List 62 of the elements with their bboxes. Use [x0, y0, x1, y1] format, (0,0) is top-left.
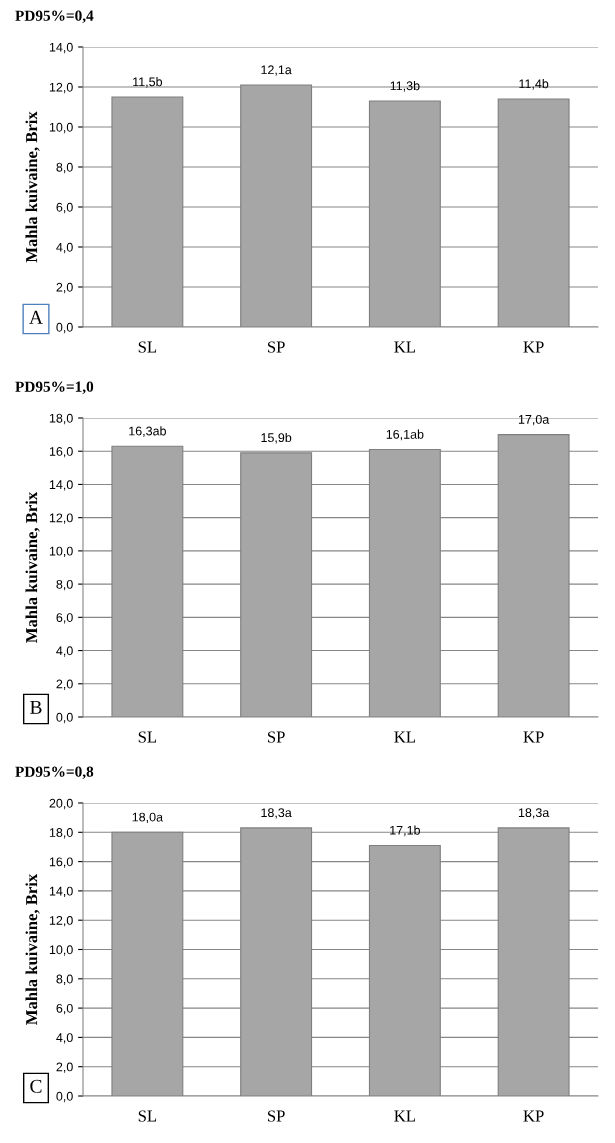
y-tick-label: 10,0 — [49, 122, 73, 134]
y-tick-label: 14,0 — [49, 480, 73, 491]
x-tick-label: SP — [267, 341, 285, 353]
x-tick-label: KP — [523, 1110, 544, 1122]
x-tick-label: KL — [394, 341, 415, 353]
chart-title: PD95%=0,8 — [15, 766, 94, 780]
data-label: 11,3b — [390, 81, 420, 92]
y-tick-label: 2,0 — [56, 679, 73, 690]
y-tick-label: 4,0 — [56, 1033, 73, 1044]
data-label: 11,4b — [519, 79, 549, 90]
y-axis-title: Mahla kuivaine, Brix — [25, 491, 40, 643]
y-tick-label: 6,0 — [56, 202, 73, 214]
y-tick-label: 10,0 — [49, 546, 73, 558]
y-tick-label: 12,0 — [49, 916, 73, 927]
y-axis-title: Mahla kuivaine, Brix — [25, 111, 40, 263]
y-tick-label: 14,0 — [49, 886, 73, 898]
y-tick-label: 14,0 — [49, 42, 73, 54]
data-label: 18,0a — [132, 812, 164, 823]
data-label: 15,9b — [261, 432, 292, 444]
data-label: 12,1a — [261, 65, 292, 76]
y-tick-label: 8,0 — [56, 974, 73, 985]
y-tick-label: 4,0 — [56, 242, 73, 254]
x-tick-label: KP — [523, 341, 544, 353]
y-tick-label: 6,0 — [56, 613, 73, 624]
y-tick-label: 12,0 — [49, 82, 73, 94]
data-label: 17,0a — [518, 414, 550, 426]
y-tick-label: 4,0 — [56, 646, 73, 657]
y-tick-label: 18,0 — [49, 413, 73, 425]
y-tick-label: 18,0 — [49, 828, 73, 839]
text: B — [30, 700, 42, 714]
text: C — [30, 1079, 42, 1093]
data-label: 18,3a — [518, 808, 550, 819]
data-label: 11,5b — [133, 77, 163, 88]
y-axis-title: Mahla kuivaine, Brix — [25, 873, 40, 1025]
y-tick-label: 10,0 — [49, 945, 73, 956]
y-tick-label: 0,0 — [56, 322, 73, 334]
y-tick-label: 2,0 — [56, 1062, 73, 1073]
x-tick-label: KP — [523, 731, 544, 743]
y-tick-label: 12,0 — [49, 513, 73, 524]
data-label: 17,1b — [390, 825, 420, 837]
y-tick-label: 0,0 — [56, 1091, 73, 1103]
y-tick-label: 16,0 — [49, 447, 73, 458]
x-tick-label: SL — [138, 731, 157, 743]
data-label: 16,1ab — [386, 429, 424, 441]
x-tick-label: KL — [394, 731, 415, 743]
text: A — [29, 310, 43, 324]
x-tick-label: KL — [394, 1110, 415, 1122]
y-tick-label: 0,0 — [56, 712, 73, 724]
y-tick-label: 8,0 — [56, 579, 73, 591]
x-tick-label: SP — [267, 1110, 285, 1122]
chart-title: PD95%=0,4 — [15, 10, 94, 24]
x-tick-label: SL — [138, 1110, 157, 1122]
y-tick-label: 6,0 — [56, 1003, 73, 1015]
y-tick-label: 8,0 — [56, 162, 73, 174]
y-tick-label: 16,0 — [49, 857, 73, 868]
x-tick-label: SP — [267, 731, 285, 743]
y-tick-label: 20,0 — [49, 798, 73, 810]
data-label: 18,3a — [261, 808, 292, 819]
y-tick-label: 2,0 — [56, 282, 73, 294]
data-label: 16,3ab — [129, 426, 166, 437]
chart-title: PD95%=1,0 — [15, 381, 94, 395]
x-tick-label: SL — [138, 341, 157, 353]
